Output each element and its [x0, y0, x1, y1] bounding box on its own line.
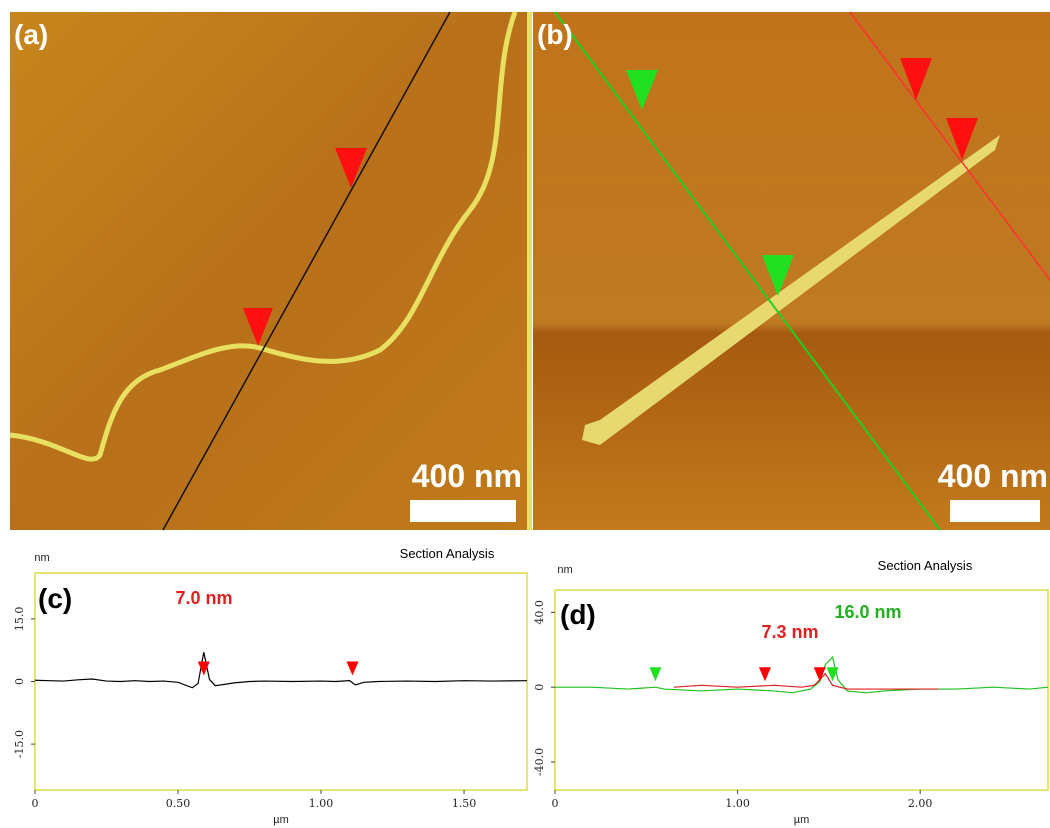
- chart-title: Section Analysis: [878, 558, 973, 573]
- panel-a: (a) 400 nm: [10, 12, 527, 530]
- divider: [527, 12, 532, 530]
- scale-label: 400 nm: [412, 458, 522, 494]
- y-tick-label: -40.0: [533, 748, 546, 776]
- x-tick-label: 0: [552, 797, 559, 810]
- scale-bar: [950, 500, 1040, 522]
- afm-image: [10, 12, 527, 530]
- plot-frame: [555, 590, 1048, 790]
- figure: (a) 400 nm (b) 400 nm Section Analysis nm…: [0, 0, 1050, 828]
- x-tick-label: 0: [32, 797, 39, 810]
- x-tick-label: 1.00: [309, 797, 334, 810]
- y-tick-label: -15.0: [13, 730, 26, 758]
- x-axis-label: µm: [794, 814, 810, 826]
- panel-label: (b): [537, 19, 573, 50]
- y-axis-label: nm: [557, 564, 572, 576]
- afm-image: [533, 12, 1050, 530]
- annotation: 7.3 nm: [761, 622, 818, 642]
- cursor-marker: [759, 667, 771, 681]
- scale-label: 400 nm: [938, 458, 1048, 494]
- x-tick-label: 1.50: [452, 797, 477, 810]
- profile-line: [674, 674, 939, 690]
- panel-label: (a): [14, 19, 48, 50]
- annotation: 7.0 nm: [175, 588, 232, 608]
- y-tick-label: 40.0: [533, 600, 546, 625]
- x-tick-label: 0.50: [166, 797, 191, 810]
- chart-title: Section Analysis: [400, 546, 495, 561]
- scale-bar: [410, 500, 516, 522]
- y-tick-label: 0: [533, 684, 546, 691]
- cursor-marker: [347, 662, 359, 676]
- panel-b: (b) 400 nm: [533, 12, 1050, 530]
- x-tick-label: 1.00: [725, 797, 750, 810]
- profile-line: [35, 652, 527, 687]
- y-axis-label: nm: [34, 552, 49, 564]
- x-axis-label: µm: [273, 814, 289, 826]
- y-tick-label: 15.0: [13, 607, 26, 632]
- annotation: 16.0 nm: [834, 602, 901, 622]
- panel-label: (c): [38, 583, 72, 614]
- y-tick-label: 0: [13, 678, 26, 685]
- cursor-marker: [649, 667, 661, 681]
- x-tick-label: 2.00: [908, 797, 933, 810]
- panel-label: (d): [560, 599, 596, 630]
